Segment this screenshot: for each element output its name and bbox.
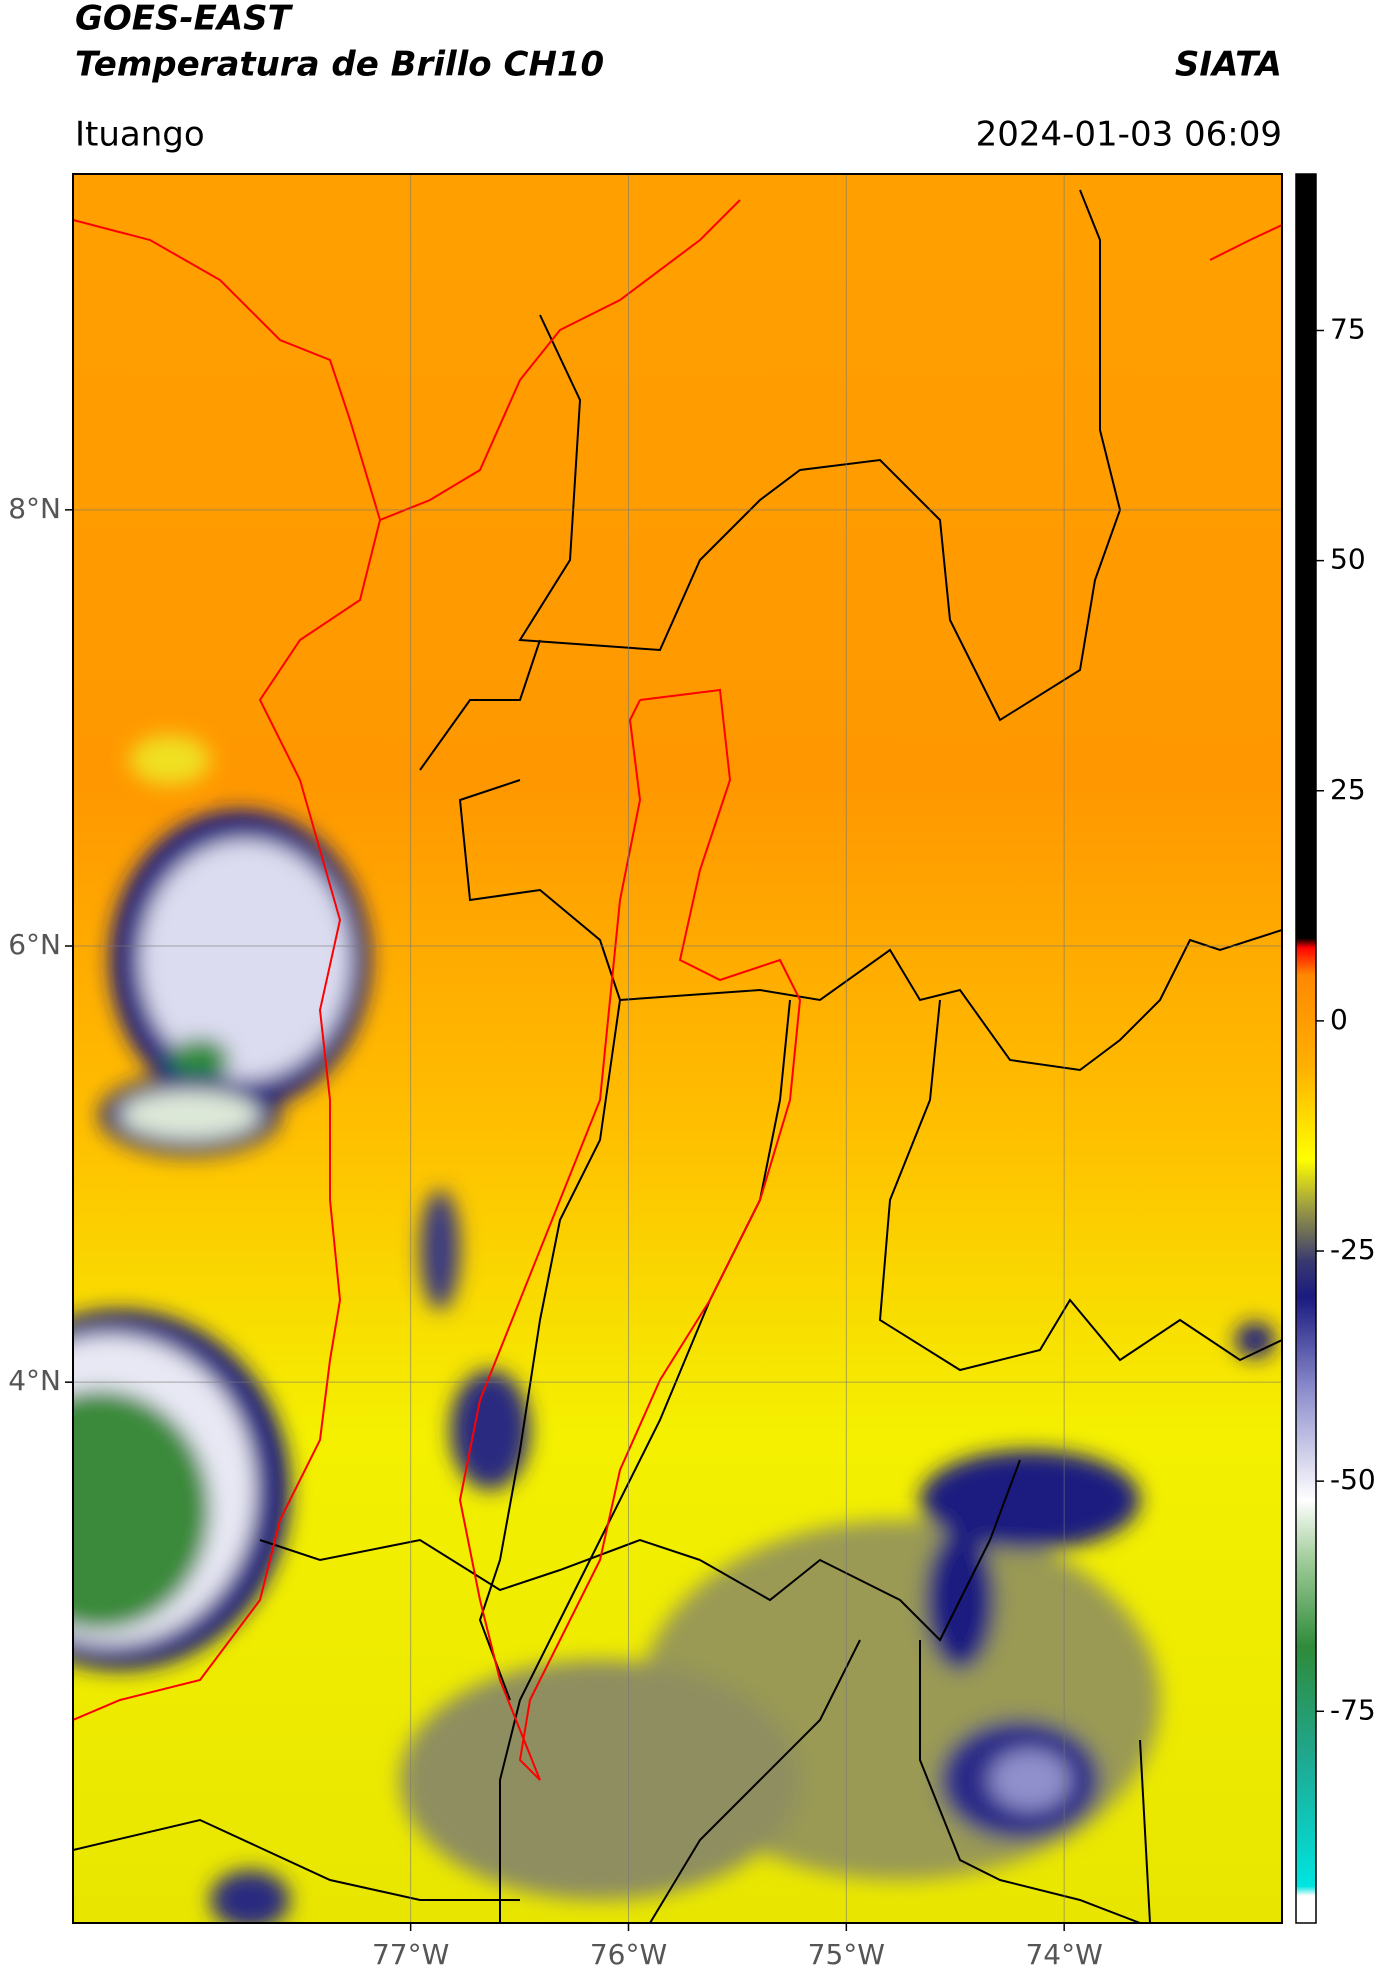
colorbar-segment: [1296, 1158, 1316, 1206]
title: GOES-EAST: [75, 0, 294, 39]
grid: [73, 174, 1282, 1923]
colorbar-segment: [1296, 1389, 1316, 1501]
colorbar-segment: [1296, 1554, 1316, 1648]
colorbar-tick-label: 25: [1330, 773, 1366, 806]
colorbar-tick-label: -25: [1330, 1233, 1376, 1266]
colorbar-tick-label: 50: [1330, 543, 1366, 576]
map-frame: [72, 173, 1283, 1924]
location: Ituango: [75, 115, 205, 155]
x-tick-label: 74°W: [1025, 1938, 1102, 1971]
colorbar-frame: [1295, 173, 1317, 1924]
colorbar-segment: [1296, 1260, 1316, 1298]
colorbar-segment: [1296, 974, 1316, 1068]
y-tick-label: 8°N: [8, 492, 61, 525]
source: SIATA: [1175, 45, 1282, 85]
x-tick-label: 75°W: [808, 1938, 885, 1971]
colorbar-segment: [1296, 1886, 1316, 1896]
colorbar: [1296, 174, 1316, 1924]
colorbar-segment: [1296, 1895, 1316, 1924]
colorbar-segment: [1296, 947, 1316, 976]
colorbar-tick-label: 75: [1330, 312, 1366, 345]
colorbar-segment: [1296, 1646, 1316, 1758]
colorbar-segment: [1296, 938, 1316, 948]
borders: [73, 189, 1282, 1923]
coastline: [73, 199, 1282, 1781]
colorbar-tick-label: -75: [1330, 1693, 1376, 1726]
colorbar-segment: [1296, 1499, 1316, 1556]
y-tick-label: 6°N: [8, 928, 61, 961]
x-tick-label: 77°W: [372, 1938, 449, 1971]
map-image: [73, 174, 1282, 1923]
colorbar-segment: [1296, 1066, 1316, 1160]
colorbar-tick-label: -50: [1330, 1463, 1376, 1496]
colorbar-tick-label: 0: [1330, 1003, 1348, 1036]
colorbar-segment: [1296, 174, 1316, 939]
colorbar-segment: [1296, 1297, 1316, 1390]
y-tick-label: 4°N: [8, 1364, 61, 1397]
subtitle: Temperatura de Brillo CH10: [75, 45, 604, 85]
datetime: 2024-01-03 06:09: [976, 115, 1282, 155]
x-tick-label: 76°W: [590, 1938, 667, 1971]
colorbar-segment: [1296, 1757, 1316, 1887]
colorbar-segment: [1296, 1204, 1316, 1261]
